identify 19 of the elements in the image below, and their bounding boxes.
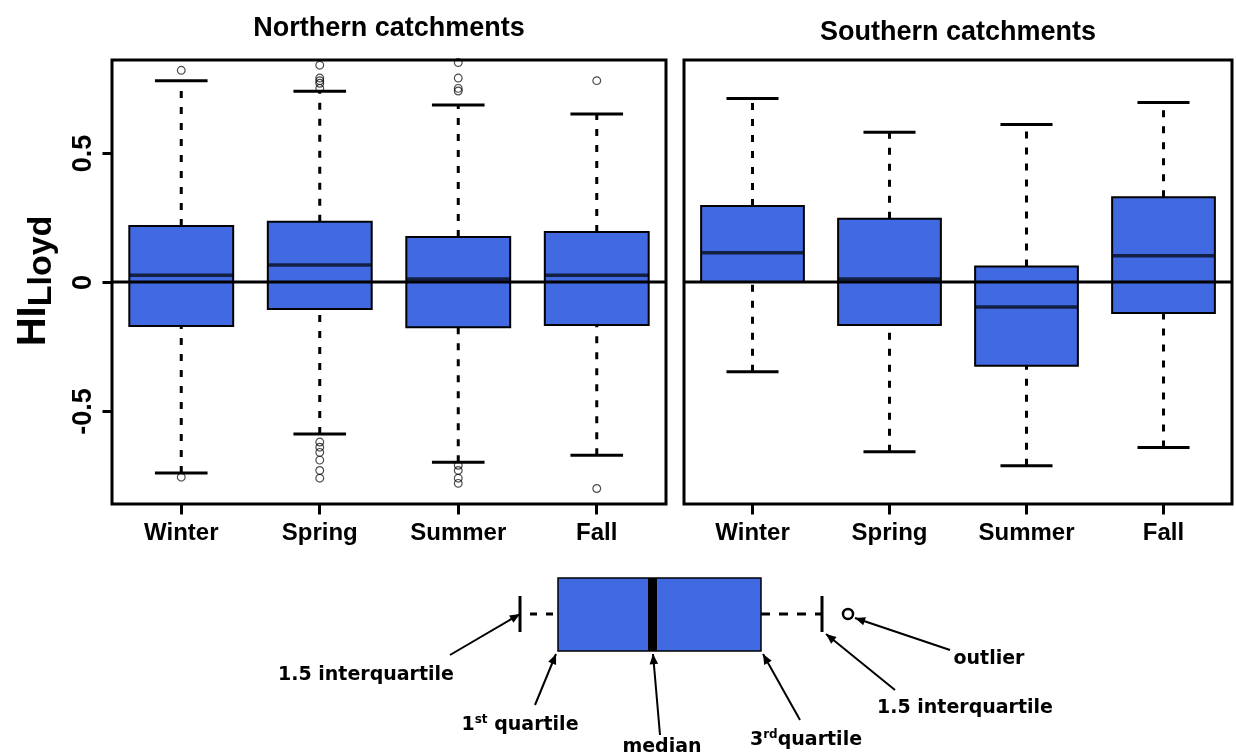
y-tick-label: -0.5 — [66, 388, 97, 435]
x-tick-label: Summer — [410, 517, 507, 545]
text: 1.5 interquartile — [877, 695, 1053, 717]
chart-title: Southern catchments — [819, 16, 1097, 46]
text: 1.5 interquartile — [278, 662, 454, 684]
text: 1$^{st}$ quartile — [461, 712, 579, 734]
x-tick-label: Fall — [576, 517, 618, 545]
y-tick-label: 0.5 — [66, 134, 97, 173]
x-tick-label: Summer — [978, 517, 1075, 545]
x-tick-label: Fall — [1142, 517, 1185, 545]
x-tick-label: Spring — [281, 517, 358, 545]
text: 3$^{rd}$quartile — [749, 727, 863, 749]
x-tick-label: Winter — [715, 517, 790, 545]
x-tick-label: Winter — [144, 517, 219, 545]
y-tick-label: 0 — [66, 274, 97, 291]
x-tick-label: Spring — [851, 517, 928, 545]
text: outlier — [953, 646, 1026, 668]
text: median — [622, 734, 702, 755]
chart-title: Northern catchments — [253, 12, 525, 43]
